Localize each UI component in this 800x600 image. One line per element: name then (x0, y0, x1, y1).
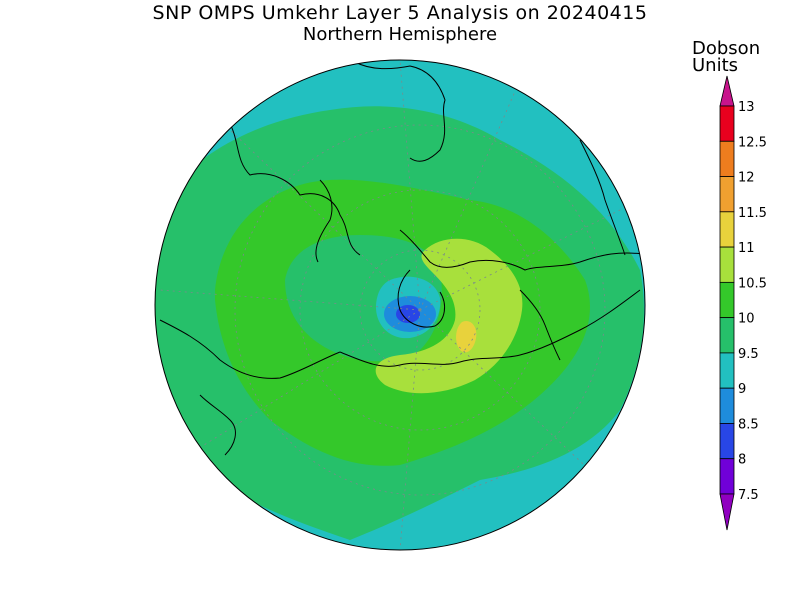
colorbar-tick-label: 11 (738, 241, 755, 256)
colorbar-segment (719, 387, 735, 424)
colorbar-tick-label: 8 (738, 453, 746, 468)
map-border (154, 59, 646, 551)
colorbar-tick-label: 12 (738, 171, 755, 186)
colorbar-top-cap (719, 75, 735, 107)
colorbar-segment (719, 211, 735, 248)
colorbar-segment (719, 281, 735, 319)
colorbar-segments (719, 75, 735, 531)
colorbar-tick-label: 12.5 (738, 135, 767, 150)
colorbar-segment (719, 317, 735, 354)
map-subtitle: Northern Hemisphere (302, 24, 498, 45)
colorbar-bottom-cap (719, 493, 735, 531)
colorbar-segment (719, 140, 735, 177)
colorbar-labels: 13 12.5 12 11.5 11 10.5 10 9.5 9 8.5 8 7.5 (738, 100, 767, 503)
colorbar-segment (719, 423, 735, 460)
colorbar-segment (719, 246, 735, 283)
units-line-2: Units (692, 55, 739, 76)
colorbar-tick-label: 8.5 (738, 417, 759, 432)
units-label: Dobson Units (692, 38, 782, 76)
coastlines (159, 61, 645, 456)
colorbar-tick-label: 10 (738, 312, 755, 327)
colorbar-tick-label: 9.5 (738, 347, 759, 362)
colorbar-tick-label: 7.5 (738, 488, 759, 503)
colorbar-tick-label: 13 (738, 100, 755, 115)
map-title: SNP OMPS Umkehr Layer 5 Analysis on 2024… (152, 2, 648, 24)
colorbar-segment (719, 352, 735, 389)
colorbar-tick-label: 9 (738, 382, 746, 397)
colorbar-segment (719, 105, 735, 142)
colorbar-tick-label: 11.5 (738, 206, 767, 221)
colorbar-segment (719, 458, 735, 495)
field-level-11 (456, 320, 477, 353)
units-line-1: Dobson (692, 38, 761, 59)
colorbar-segment (719, 176, 735, 213)
colorbar-tick-label: 10.5 (738, 276, 767, 291)
